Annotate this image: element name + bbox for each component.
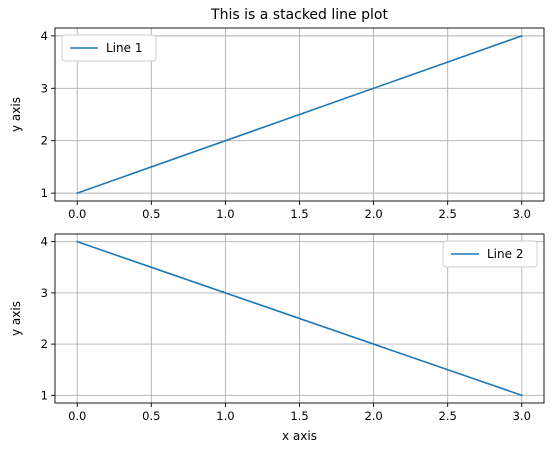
- x-tick-label: 0.5: [142, 409, 160, 423]
- x-tick-label: 0.0: [68, 409, 86, 423]
- x-tick-label: 1.5: [290, 409, 308, 423]
- subplot-1: 0.0 0.5 1.0 1.5 2.0 2.5 3.0 1 2 3 4 This is a stack…: [9, 7, 545, 221]
- x-tick-label: 3.0: [513, 207, 531, 221]
- legend-label: Line 1: [106, 41, 142, 55]
- y-tick-label: 2: [41, 134, 48, 148]
- legend: Line 2: [442, 240, 538, 268]
- series-line-1-1: [76, 34, 523, 195]
- y-tick-label: 3: [41, 81, 48, 95]
- x-tick-label: 2.0: [364, 409, 382, 423]
- legend-label: Line 2: [487, 247, 523, 261]
- x-tick-label: 3.0: [513, 409, 531, 423]
- y-tick-label: 4: [41, 29, 48, 43]
- x-axis-label: x axis: [282, 429, 317, 443]
- y-tick-label: 4: [41, 235, 48, 249]
- x-tick-label: 2.5: [439, 207, 457, 221]
- x-tick-label: 0.5: [142, 207, 160, 221]
- y-tick-label: 1: [41, 186, 48, 200]
- x-tick-label: 1.5: [290, 207, 308, 221]
- y-axis-label: y axis: [9, 301, 23, 336]
- x-tick-label: 1.0: [216, 207, 234, 221]
- x-tick-label: 0.0: [68, 207, 86, 221]
- plots: 0.0 0.5 1.0 1.5 2.0 2.5 3.0 1 2 3 4 This is a stack…: [9, 7, 545, 443]
- y-tick-label: 2: [41, 337, 48, 351]
- y-tick-label: 3: [41, 286, 48, 300]
- legend: Line 1: [61, 34, 157, 62]
- y-tick-label: 1: [41, 388, 48, 402]
- legend-box: [61, 34, 157, 62]
- series-line-2-1: [76, 240, 523, 397]
- y-axis-label: y axis: [9, 97, 23, 132]
- subplot-2: 0.0 0.5 1.0 1.5 2.0 2.5 3.0 1 2 3 4 y axis x axis Lin…: [9, 233, 545, 443]
- x-tick-label: 2.0: [364, 207, 382, 221]
- chart-title: This is a stacked line plot: [210, 7, 388, 23]
- x-tick-label: 1.0: [216, 409, 234, 423]
- legend-box: [442, 240, 538, 268]
- x-tick-label: 2.5: [439, 409, 457, 423]
